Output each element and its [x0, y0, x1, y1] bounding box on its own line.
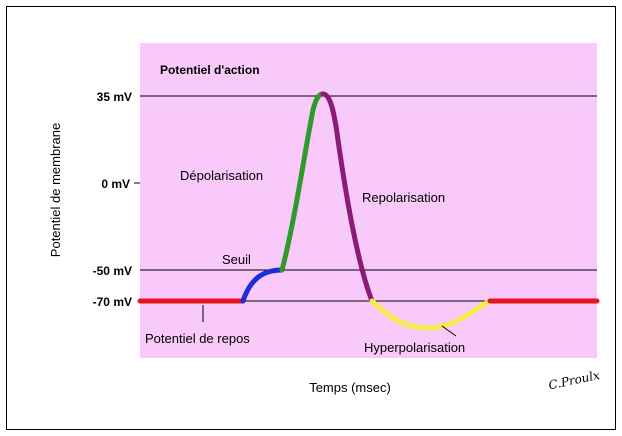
leader-line [441, 325, 457, 337]
title: Potentiel d'action [160, 63, 260, 77]
phase-label: Seuil [222, 252, 251, 267]
threshold-segment [240, 267, 285, 304]
level-label: 0 mV [101, 177, 130, 191]
depolarisation-segment [279, 91, 326, 273]
phase-label: Dépolarisation [180, 168, 263, 183]
y-axis-label: Potentiel de membrane [48, 123, 63, 257]
level-label: 35 mV [97, 90, 132, 104]
level-label: -70 mV [93, 295, 132, 309]
phase-label: Repolarisation [362, 190, 445, 205]
hyperpolarisation-segment [369, 298, 493, 331]
phase-label: Hyperpolarisation [364, 340, 465, 355]
phase-label: Potentiel de repos [145, 331, 250, 346]
x-axis-label: Temps (msec) [309, 380, 391, 395]
repolarisation-segment [320, 91, 375, 304]
level-label: -50 mV [93, 264, 132, 278]
